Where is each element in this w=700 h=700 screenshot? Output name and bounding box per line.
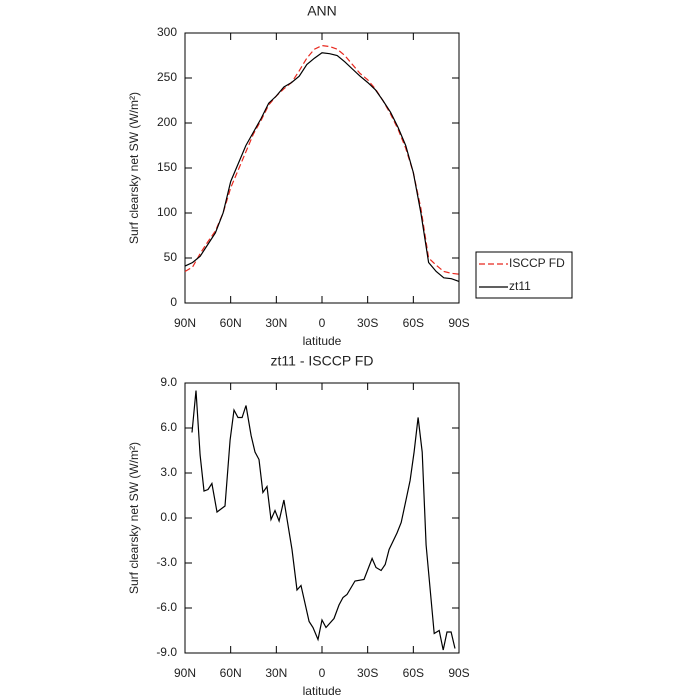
x-tick-label: 90N (174, 316, 196, 330)
y-tick-label: 0 (170, 295, 177, 309)
y-tick-label: -3.0 (156, 555, 177, 569)
legend-box (475, 251, 573, 299)
legend-label: zt11 (509, 279, 531, 293)
x-tick-label: 60S (403, 666, 424, 680)
y-tick-label: 3.0 (160, 465, 177, 479)
legend-label: ISCCP FD (509, 256, 565, 270)
y-axis-label: Surf clearsky net SW (W/m²) (127, 442, 141, 594)
x-tick-label: 30S (357, 666, 378, 680)
x-tick-label: 30S (357, 316, 378, 330)
data-line (184, 52, 460, 282)
y-tick-label: -9.0 (156, 645, 177, 659)
x-tick-label: 90S (448, 666, 469, 680)
data-line (184, 44, 460, 275)
y-tick-label: -6.0 (156, 600, 177, 614)
y-tick-label: 9.0 (160, 375, 177, 389)
y-tick-label: 300 (157, 25, 177, 39)
x-axis-label: latitude (303, 334, 342, 348)
x-tick-label: 30N (265, 666, 287, 680)
data-line (191, 390, 456, 651)
x-axis-label: latitude (303, 684, 342, 698)
x-tick-label: 60S (403, 316, 424, 330)
y-tick-label: 250 (157, 70, 177, 84)
x-tick-label: 90S (448, 316, 469, 330)
chart-title: zt11 - ISCCP FD (271, 353, 374, 369)
x-tick-label: 60N (220, 666, 242, 680)
y-tick-label: 150 (157, 160, 177, 174)
y-tick-label: 50 (164, 250, 178, 264)
y-tick-label: 200 (157, 115, 177, 129)
y-tick-label: 0.0 (160, 510, 177, 524)
x-tick-label: 90N (174, 666, 196, 680)
x-tick-label: 0 (319, 316, 326, 330)
x-tick-label: 30N (265, 316, 287, 330)
chart-title: ANN (307, 3, 337, 19)
y-tick-label: 6.0 (160, 420, 177, 434)
y-tick-label: 100 (157, 205, 177, 219)
plot-frame (184, 32, 460, 304)
y-axis-label: Surf clearsky net SW (W/m²) (127, 92, 141, 244)
x-tick-label: 60N (220, 316, 242, 330)
x-tick-label: 0 (319, 666, 326, 680)
